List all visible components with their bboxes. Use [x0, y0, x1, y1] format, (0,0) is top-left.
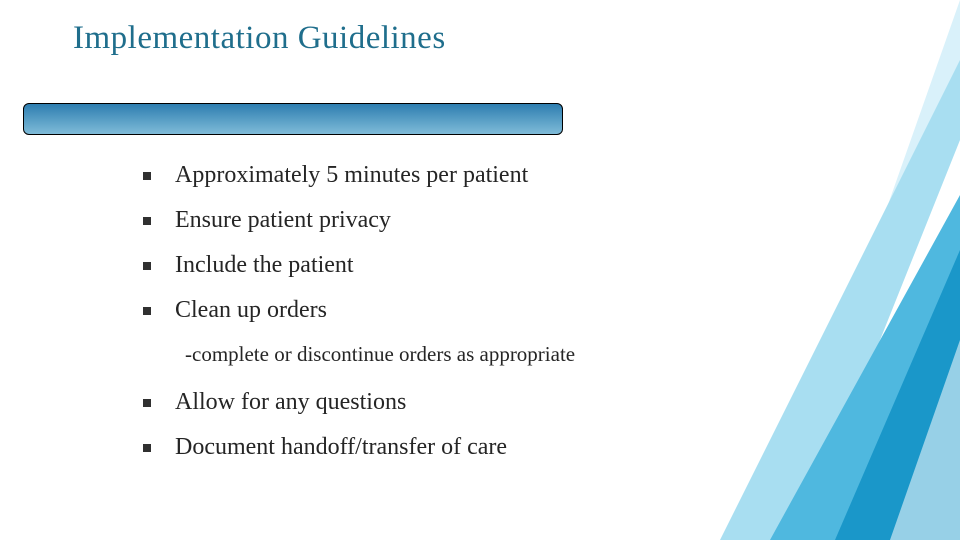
list-item: Include the patient	[143, 252, 575, 279]
list-item: Document handoff/transfer of care	[143, 434, 575, 461]
list-item-text: Approximately 5 minutes per patient	[175, 162, 528, 189]
list-item-text: Allow for any questions	[175, 389, 406, 416]
square-bullet-icon	[143, 444, 151, 452]
bullet-list: Approximately 5 minutes per patient Ensu…	[143, 162, 575, 479]
square-bullet-icon	[143, 307, 151, 315]
list-item: Clean up orders	[143, 297, 575, 324]
list-item: Approximately 5 minutes per patient	[143, 162, 575, 189]
triangle-icon	[770, 195, 960, 540]
list-item: Ensure patient privacy	[143, 207, 575, 234]
list-item: Allow for any questions	[143, 389, 575, 416]
list-item-text: Clean up orders	[175, 297, 327, 324]
triangle-icon	[770, 0, 960, 540]
list-item-text: Include the patient	[175, 252, 354, 279]
list-subitem-text: -complete or discontinue orders as appro…	[185, 342, 575, 367]
triangle-decoration	[660, 0, 960, 540]
triangle-icon	[835, 250, 960, 540]
square-bullet-icon	[143, 262, 151, 270]
list-item-text: Ensure patient privacy	[175, 207, 391, 234]
triangle-icon	[890, 340, 960, 540]
gradient-bar	[23, 103, 563, 135]
triangle-icon	[800, 140, 960, 540]
square-bullet-icon	[143, 399, 151, 407]
page-title: Implementation Guidelines	[73, 20, 446, 57]
square-bullet-icon	[143, 217, 151, 225]
list-item-text: Document handoff/transfer of care	[175, 434, 507, 461]
triangle-icon	[720, 60, 960, 540]
square-bullet-icon	[143, 172, 151, 180]
slide: Implementation Guidelines Approximately …	[0, 0, 960, 540]
